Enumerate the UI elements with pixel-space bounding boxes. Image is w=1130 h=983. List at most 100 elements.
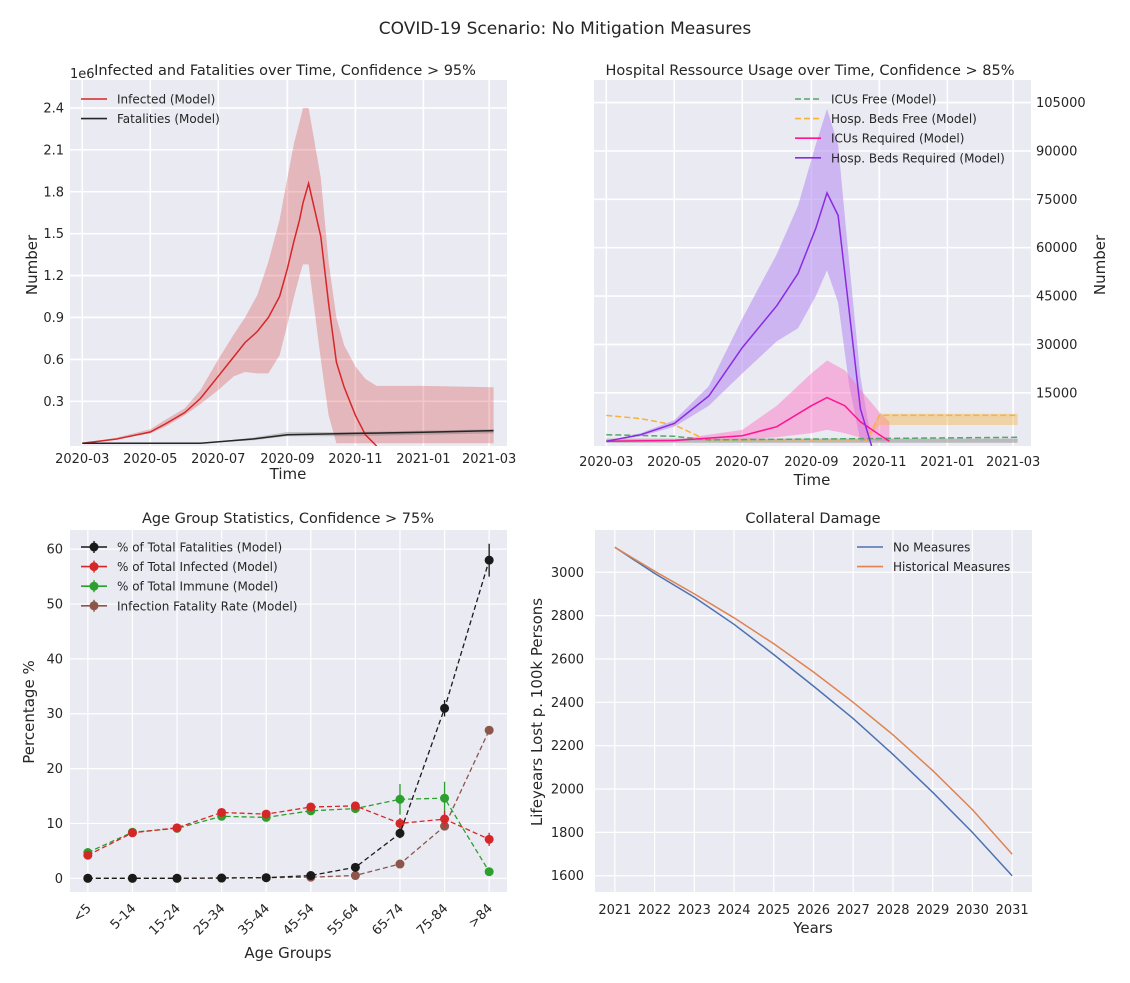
x-axis-label: Time xyxy=(793,471,831,489)
legend-marker xyxy=(89,542,99,552)
x-tick-label: 2025 xyxy=(757,903,790,918)
y-tick-label: 15000 xyxy=(1036,386,1077,401)
x-tick-label: 2021 xyxy=(598,903,631,918)
x-tick-label: 2020-11 xyxy=(328,452,382,467)
chart-title: Age Group Statistics, Confidence > 75% xyxy=(142,511,434,527)
data-point xyxy=(350,871,360,881)
hosp-beds-free-band xyxy=(866,413,1018,442)
legend: ICUs Free (Model) Hosp. Beds Free (Model)… xyxy=(795,93,1005,165)
chart-title: Collateral Damage xyxy=(745,511,880,527)
chart-title: Infected and Fatalities over Time, Confi… xyxy=(94,63,476,79)
x-tick-label: >84 xyxy=(466,901,496,931)
legend-label: % of Total Fatalities (Model) xyxy=(117,541,282,555)
plot-marks xyxy=(82,107,494,446)
y-tick-label: 50 xyxy=(46,598,63,613)
x-tick-label: <5 xyxy=(71,901,95,925)
data-point xyxy=(484,555,494,565)
data-point xyxy=(440,814,450,824)
x-tick-label: 2022 xyxy=(638,903,671,918)
data-point xyxy=(484,725,494,735)
infected-line xyxy=(82,180,378,446)
x-tick-label: 2020-07 xyxy=(715,455,769,470)
data-point xyxy=(395,859,405,869)
x-tick-label: 2020-05 xyxy=(123,452,177,467)
y-axis-label: Number xyxy=(23,234,41,295)
infected-confidence-band xyxy=(82,107,377,444)
data-point xyxy=(83,873,93,883)
gridlines xyxy=(70,530,507,892)
y-tick-label: 2200 xyxy=(551,739,584,754)
x-tick-label: 2030 xyxy=(956,903,989,918)
y-tick-label: 0.9 xyxy=(43,311,64,326)
y-tick-label: 2000 xyxy=(551,783,584,798)
x-tick-label: 2021-03 xyxy=(462,452,516,467)
gridlines xyxy=(594,80,1031,446)
legend-label: ICUs Required (Model) xyxy=(831,132,964,146)
infected-confidence-band-tail xyxy=(376,385,494,444)
data-point xyxy=(306,871,316,881)
x-tick-label: 2021-01 xyxy=(920,455,974,470)
y-tick-label: 40 xyxy=(46,652,63,667)
x-tick-label: 2028 xyxy=(876,903,909,918)
chart-title: Hospital Ressource Usage over Time, Conf… xyxy=(606,63,1015,79)
legend-marker xyxy=(89,581,99,591)
data-point xyxy=(306,802,316,812)
icus-free-line xyxy=(606,433,1018,441)
data-point xyxy=(83,850,93,860)
x-tick-label: 2020-09 xyxy=(784,455,838,470)
legend: Infected (Model) Fatalities (Model) xyxy=(81,93,220,126)
data-point xyxy=(261,809,271,819)
data-point xyxy=(217,807,227,817)
x-tick-label: 2021-03 xyxy=(986,455,1040,470)
data-point xyxy=(217,873,227,883)
hosp-beds-required-line xyxy=(606,190,873,446)
legend-label: Infected (Model) xyxy=(117,93,215,107)
data-point xyxy=(350,801,360,811)
x-tick-label: 35-44 xyxy=(236,901,273,938)
data-point xyxy=(395,818,405,828)
icus-required-band xyxy=(606,360,890,442)
y-tick-label: 2.4 xyxy=(43,101,64,116)
y-tick-label: 90000 xyxy=(1036,144,1077,159)
x-tick-label: 15-24 xyxy=(147,901,184,938)
x-tick-label: 2024 xyxy=(717,903,750,918)
y-offset-label: 1e6 xyxy=(70,67,95,82)
data-point xyxy=(440,793,450,803)
x-tick-label: 2023 xyxy=(678,903,711,918)
x-tick-label: 2020-05 xyxy=(647,455,701,470)
legend-label: No Measures xyxy=(893,541,970,555)
figure-title: COVID-19 Scenario: No Mitigation Measure… xyxy=(379,19,752,39)
data-point xyxy=(484,834,494,844)
y-tick-label: 3000 xyxy=(551,566,584,581)
x-tick-label: 65-74 xyxy=(369,901,406,938)
y-tick-label: 60000 xyxy=(1036,241,1077,256)
no-measures-line xyxy=(614,546,1013,877)
y-tick-label: 105000 xyxy=(1036,96,1086,111)
y-tick-label: 1800 xyxy=(551,826,584,841)
collateral-damage-chart: Collateral Damage Years Lifeyears Lost p… xyxy=(528,511,1032,937)
series-line xyxy=(87,560,490,879)
y-tick-label: 2400 xyxy=(551,696,584,711)
x-tick-label: 2020-03 xyxy=(579,455,633,470)
legend-label: ICUs Free (Model) xyxy=(831,93,936,107)
historical-measures-line xyxy=(614,546,1013,855)
y-tick-label: 2800 xyxy=(551,609,584,624)
series-infected xyxy=(83,801,494,860)
x-tick-label: 75-84 xyxy=(414,901,451,938)
hospital-usage-chart: Hospital Ressource Usage over Time, Conf… xyxy=(579,63,1109,489)
y-tick-label: 30 xyxy=(46,707,63,722)
x-axis-label: Years xyxy=(792,919,833,937)
legend-label: % of Total Infected (Model) xyxy=(117,560,278,574)
data-point xyxy=(127,873,137,883)
legend-label: Historical Measures xyxy=(893,560,1010,574)
x-axis-label: Age Groups xyxy=(244,944,331,962)
x-tick-label: 55-64 xyxy=(325,901,362,938)
legend-label: Hosp. Beds Free (Model) xyxy=(831,112,977,126)
hosp-beds-required-band xyxy=(606,109,872,442)
icus-required-line xyxy=(606,396,890,442)
x-tick-label: 2029 xyxy=(916,903,949,918)
legend-label: Hosp. Beds Required (Model) xyxy=(831,151,1005,165)
legend-marker xyxy=(89,601,99,611)
y-tick-label: 2600 xyxy=(551,652,584,667)
series-fatalities xyxy=(83,543,494,883)
